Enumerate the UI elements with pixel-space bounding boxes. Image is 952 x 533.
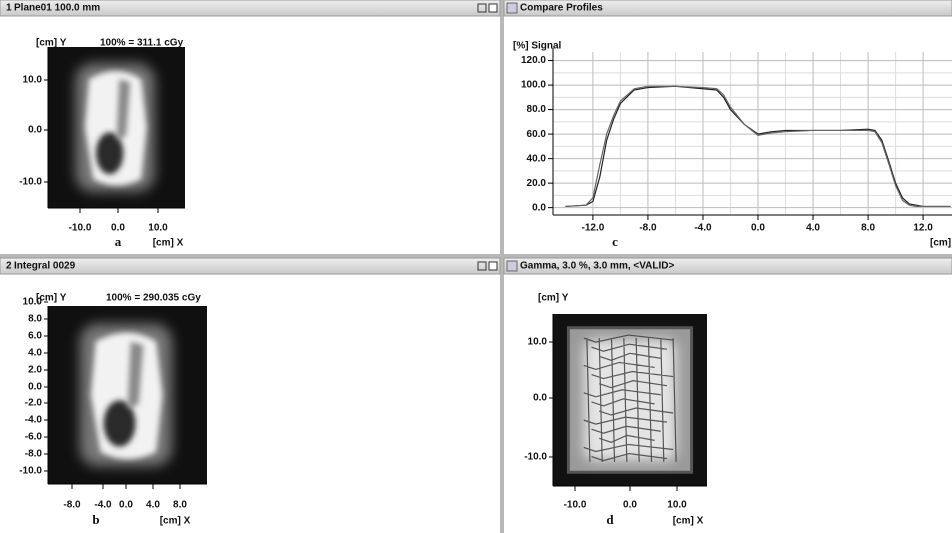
profile-line [565,85,951,208]
horizontal-divider [0,254,952,258]
y-tick-label: 40.0 [527,153,547,164]
normalization: 100% = 311.1 cGy [100,38,184,49]
y-axis-label: [%] Signal [513,41,562,52]
caption: d [606,512,614,527]
normalization: 100% = 290.035 cGy [106,293,201,304]
x-tick-label: 12.0 [913,223,933,234]
y-tick-label: -2.0 [25,398,43,409]
window-title: Integral 0029 [14,261,76,272]
window-title: Compare Profiles [520,3,603,14]
dose-cold [103,400,136,447]
y-tick-label: 0.0 [28,125,42,136]
y-tick-label: 10.0 [23,75,43,86]
x-tick-label: -12.0 [582,223,605,234]
x-axis-label: [cm] X [673,516,704,527]
x-tick-label: -4.0 [94,500,112,511]
profile-line [565,85,951,208]
x-tick-label: 4.0 [806,223,820,234]
y-tick-label: 6.0 [28,331,42,342]
x-tick-label: -8.0 [639,223,657,234]
window-icon [506,260,518,272]
y-axis-label: [cm] Y [36,293,67,304]
y-axis-label: [cm] Y [538,293,569,304]
y-tick-label: 4.0 [28,348,42,359]
dose-streak [116,79,131,141]
y-tick-label: 60.0 [527,129,547,140]
y-tick-label: 0.0 [28,382,42,393]
vertical-divider [500,0,504,533]
y-tick-label: -6.0 [25,432,43,443]
x-axis-label: [cm] X [153,238,184,249]
gamma-contours [583,334,677,462]
x-axis-label: [cm] X [160,516,191,527]
caption: a [115,234,122,249]
y-tick-label: 120.0 [521,55,546,66]
title-bar[interactable] [503,257,952,275]
caption: c [612,234,618,249]
x-axis-label: [cm] [930,238,951,249]
dose-cold [95,132,124,175]
y-tick-label: 2.0 [28,365,42,376]
y-tick-label: 80.0 [527,104,547,115]
x-tick-label: 0.0 [111,223,125,234]
x-tick-label: 10.0 [667,500,687,511]
x-tick-label: -10.0 [564,500,587,511]
y-tick-label: -10.0 [524,452,547,463]
dose-image [48,306,207,484]
x-tick-label: -4.0 [694,223,712,234]
title-bar[interactable] [0,257,501,275]
x-tick-label: 0.0 [751,223,765,234]
y-tick-label: -10.0 [19,177,42,188]
gamma-edge [566,326,694,474]
button[interactable] [477,3,487,13]
y-tick-label: -10.0 [19,466,42,477]
window-buttons[interactable] [477,3,498,271]
y-tick-label: 100.0 [521,80,546,91]
y-tick-label: -8.0 [25,449,43,460]
window-icon [506,2,518,14]
x-tick-label: 10.0 [148,223,168,234]
title-bar[interactable] [0,0,501,17]
x-tick-label: -8.0 [63,500,81,511]
dose-image [48,47,185,208]
dose-streak [127,341,144,410]
x-tick-label: 8.0 [861,223,875,234]
y-tick-label: 0.0 [533,393,547,404]
y-tick-label: 10.0 [528,337,548,348]
button[interactable] [488,3,498,13]
window-title: Gamma, 3.0 %, 3.0 mm, <VALID> [520,261,674,272]
y-tick-label: 8.0 [28,314,42,325]
button[interactable] [477,261,487,271]
window-index: 1 [6,3,12,14]
x-tick-label: -10.0 [69,223,92,234]
title-bar[interactable] [503,0,952,17]
y-tick-label: 20.0 [527,178,547,189]
y-tick-label: -4.0 [25,415,43,426]
window-title: Plane01 100.0 mm [14,3,100,14]
caption: b [92,512,99,527]
x-tick-label: 0.0 [623,500,637,511]
dose-image [553,314,707,486]
y-tick-label: 0.0 [532,202,546,213]
window-index: 2 [6,261,12,272]
button[interactable] [488,261,498,271]
x-tick-label: 0.0 [119,500,133,511]
x-tick-label: 4.0 [146,500,160,511]
y-axis-label: [cm] Y [36,38,67,49]
x-tick-label: 8.0 [173,500,187,511]
y-tick-label: 10.0 [23,297,43,308]
